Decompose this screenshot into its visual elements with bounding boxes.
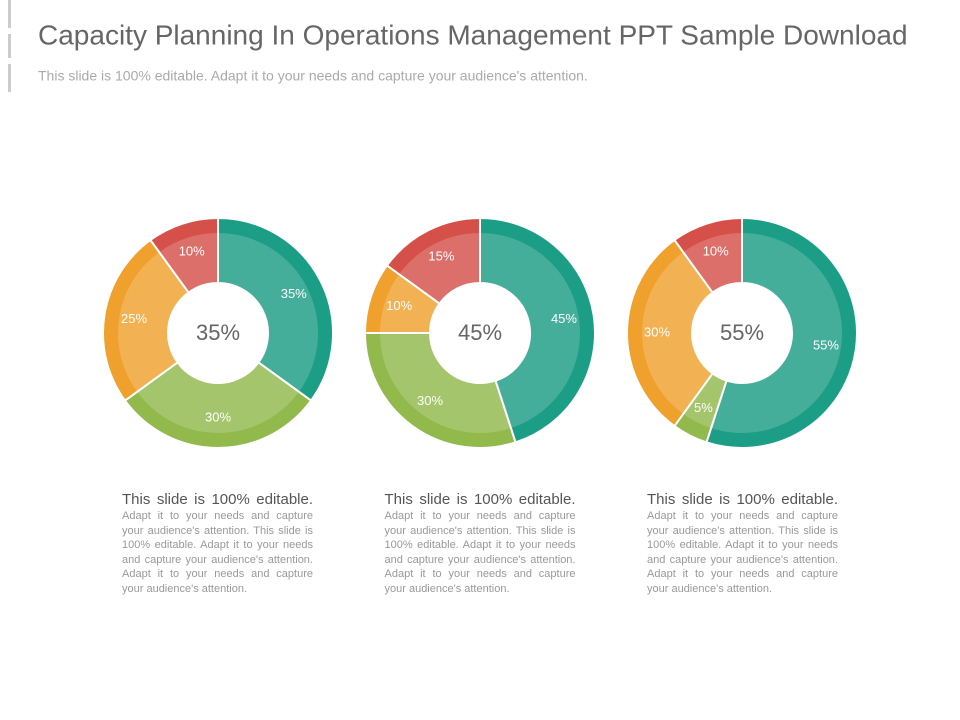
center-label: 35% <box>196 320 240 345</box>
caption-lead: This slide is 100% editable. <box>647 491 838 508</box>
donut-segment <box>385 216 481 306</box>
caption-body: Adapt it to your needs and capture your … <box>647 510 838 595</box>
value-label: 10% <box>179 244 205 259</box>
donut-segment <box>102 238 191 402</box>
value-label: 30% <box>417 393 443 408</box>
value-label: 35% <box>281 286 307 301</box>
value-label: 55% <box>813 338 839 353</box>
value-label: 10% <box>703 244 729 259</box>
caption: This slide is 100% editable. Adapt it to… <box>647 490 838 596</box>
caption: This slide is 100% editable. Adapt it to… <box>385 490 576 596</box>
value-label: 30% <box>644 324 670 339</box>
caption-body: Adapt it to your needs and capture your … <box>122 510 313 595</box>
value-label: 5% <box>694 400 713 415</box>
caption-body: Adapt it to your needs and capture your … <box>384 510 576 595</box>
header-bar <box>8 64 11 92</box>
subtitle: This slide is 100% editable. Adapt it to… <box>38 68 588 84</box>
caption: This slide is 100% editable. Adapt it to… <box>122 490 313 596</box>
donut-segment <box>149 216 219 294</box>
value-label: 15% <box>428 249 454 264</box>
value-label: 45% <box>551 311 577 326</box>
donut-segment <box>479 216 596 444</box>
center-label: 45% <box>458 320 502 345</box>
donut-segment <box>123 360 313 449</box>
value-label: 25% <box>121 311 147 326</box>
donut-segment <box>705 216 858 449</box>
donut-segment <box>217 216 334 402</box>
caption-lead: This slide is 100% editable. <box>384 491 576 508</box>
donut-segment <box>363 332 517 449</box>
title: Capacity Planning In Operations Manageme… <box>38 19 908 50</box>
donut-segment <box>626 238 715 428</box>
center-label: 55% <box>720 320 764 345</box>
caption-lead: This slide is 100% editable. <box>122 491 313 508</box>
header-bar <box>8 34 11 58</box>
value-label: 10% <box>386 298 412 313</box>
header-bar <box>8 0 11 28</box>
value-label: 30% <box>205 409 231 424</box>
donut-segment <box>673 216 743 294</box>
